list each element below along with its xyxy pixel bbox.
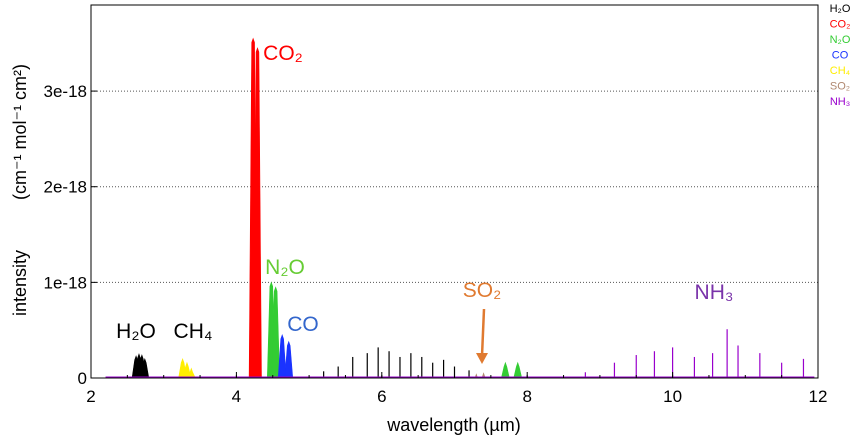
series-CH₄ [178, 357, 196, 379]
series-NH₃ [584, 329, 805, 378]
y-axis-label-prefix: intensity [10, 250, 30, 316]
x-tick-label: 2 [86, 387, 95, 406]
annotation-label: SO₂ [463, 279, 502, 302]
x-tick-label: 6 [377, 387, 386, 406]
y-axis-label-units: (cm⁻¹ mol⁻¹ cm²) [10, 64, 30, 200]
y-tick-label: 3e-18 [44, 82, 87, 101]
y-tick-label: 1e-18 [44, 273, 87, 292]
so2-arrowhead [476, 353, 488, 364]
legend-entry: NH₃ [830, 96, 850, 108]
spectral-peak [284, 340, 294, 379]
spectral-peak [501, 361, 510, 379]
annotation-label: N₂O [265, 256, 305, 279]
annotation-label: CH₄ [174, 320, 213, 343]
annotation-label: CO₂ [263, 42, 303, 65]
legend-entry: CH₄ [830, 65, 851, 77]
series-H₂O [131, 353, 150, 379]
legend-entry: SO₂ [830, 81, 850, 93]
legend: H₂O CO₂ N₂O CO CH₄ SO₂ NH₃ [830, 3, 851, 108]
series-N₂O [266, 281, 523, 379]
series-CO [277, 334, 294, 379]
y-tick-label: 2e-18 [44, 178, 87, 197]
x-tick-label: 12 [809, 387, 828, 406]
x-tick-label: 4 [232, 387, 241, 406]
legend-entry: H₂O [830, 3, 851, 15]
series-CO₂ [248, 37, 262, 379]
series-H₂O ν2 [323, 347, 470, 378]
spectral-peak [513, 361, 523, 379]
legend-entry: CO [832, 50, 849, 62]
x-axis-label: wavelength (µm) [386, 415, 520, 435]
annotation-label: H₂O [116, 320, 156, 343]
so2-arrow [480, 308, 486, 357]
annotation-label: NH₃ [695, 281, 734, 304]
legend-entry: CO₂ [830, 19, 851, 31]
legend-entry: N₂O [830, 34, 851, 46]
annotation-label: CO [287, 313, 319, 336]
annotations: H₂O CH₄ CO₂ N₂O CO SO₂ NH₃ [116, 42, 733, 364]
x-tick-label: 10 [663, 387, 682, 406]
grid-lines [91, 90, 818, 283]
axes: 0 1e-18 2e-18 3e-18 2 4 6 8 10 12 [44, 4, 828, 406]
y-tick-label: 0 [78, 369, 87, 388]
x-tick-label: 8 [522, 387, 531, 406]
